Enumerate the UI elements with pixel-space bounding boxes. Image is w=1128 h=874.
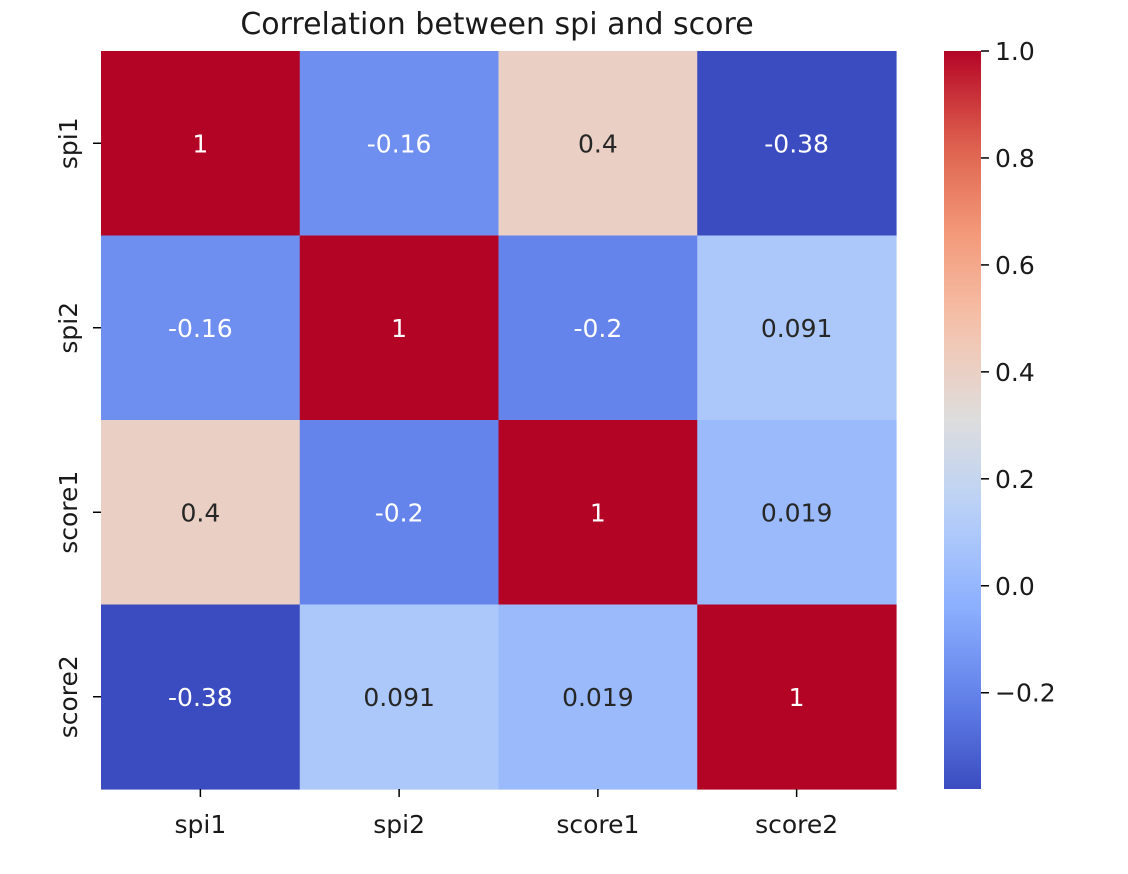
heatmap-cell bbox=[101, 604, 301, 790]
heatmap-cell bbox=[697, 420, 897, 606]
y-tick-label: score1 bbox=[54, 471, 83, 554]
cell-value-label: -0.2 bbox=[573, 314, 622, 343]
heatmap-cell bbox=[101, 51, 301, 237]
x-tick-label: spi1 bbox=[175, 810, 227, 839]
chart-title: Correlation between spi and score bbox=[240, 7, 753, 42]
colorbar-tick-label: 0.6 bbox=[995, 251, 1035, 280]
heatmap-cell bbox=[498, 420, 698, 606]
x-tick-label: score2 bbox=[755, 810, 838, 839]
cell-value-label: 0.019 bbox=[761, 498, 833, 527]
colorbar-gradient bbox=[944, 51, 981, 789]
cell-value-label: 0.091 bbox=[761, 314, 833, 343]
heatmap-cells bbox=[101, 51, 897, 790]
cell-value-label: 0.019 bbox=[562, 683, 634, 712]
cell-value-label: 1 bbox=[789, 683, 805, 712]
heatmap-cell bbox=[498, 51, 698, 237]
heatmap-cell bbox=[299, 604, 500, 790]
cell-value-label: 0.4 bbox=[578, 129, 618, 158]
y-tick-label: spi2 bbox=[54, 302, 83, 354]
colorbar-axis: 1.0 0.8 0.6 0.4 0.2 0.0 −0.2 bbox=[981, 37, 1056, 708]
heatmap-cell bbox=[299, 51, 500, 237]
y-axis: spi1 spi2 score1 score2 bbox=[54, 117, 101, 738]
colorbar-tick-label: 0.4 bbox=[995, 358, 1035, 387]
heatmap-cell bbox=[697, 604, 897, 790]
x-tick-label: score1 bbox=[556, 810, 639, 839]
cell-value-label: 0.4 bbox=[180, 498, 220, 527]
x-tick-label: spi2 bbox=[373, 810, 425, 839]
y-tick-label: spi1 bbox=[54, 117, 83, 169]
heatmap-cell bbox=[498, 604, 698, 790]
heatmap-cell bbox=[697, 51, 897, 237]
heatmap-cell bbox=[101, 235, 301, 421]
cell-value-label: -0.2 bbox=[375, 498, 424, 527]
heatmap-cell bbox=[498, 235, 698, 421]
colorbar-tick-label: 1.0 bbox=[995, 37, 1035, 66]
cell-value-label: -0.16 bbox=[367, 129, 432, 158]
heatmap-cell bbox=[299, 420, 500, 606]
cell-value-label: 1 bbox=[590, 498, 606, 527]
heatmap-cell bbox=[101, 420, 301, 606]
colorbar-tick-label: 0.0 bbox=[995, 572, 1035, 601]
cell-value-label: 1 bbox=[192, 129, 208, 158]
cell-annotations: 1 -0.16 0.4 -0.38 -0.16 1 -0.2 0.091 0.4 -0.2 1 0.0… bbox=[168, 129, 832, 712]
cell-value-label: -0.38 bbox=[168, 683, 233, 712]
x-axis: spi1 spi2 score1 score2 bbox=[175, 789, 838, 839]
heatmap-cell bbox=[299, 235, 500, 421]
cell-value-label: -0.16 bbox=[168, 314, 233, 343]
colorbar-tick-label: 0.8 bbox=[995, 144, 1035, 173]
colorbar-tick-label: 0.2 bbox=[995, 465, 1035, 494]
heatmap-cell bbox=[697, 235, 897, 421]
cell-value-label: -0.38 bbox=[764, 129, 829, 158]
y-tick-label: score2 bbox=[54, 655, 83, 738]
cell-value-label: 0.091 bbox=[363, 683, 435, 712]
colorbar bbox=[944, 51, 981, 789]
colorbar-tick-label: −0.2 bbox=[995, 679, 1056, 708]
cell-value-label: 1 bbox=[391, 314, 407, 343]
